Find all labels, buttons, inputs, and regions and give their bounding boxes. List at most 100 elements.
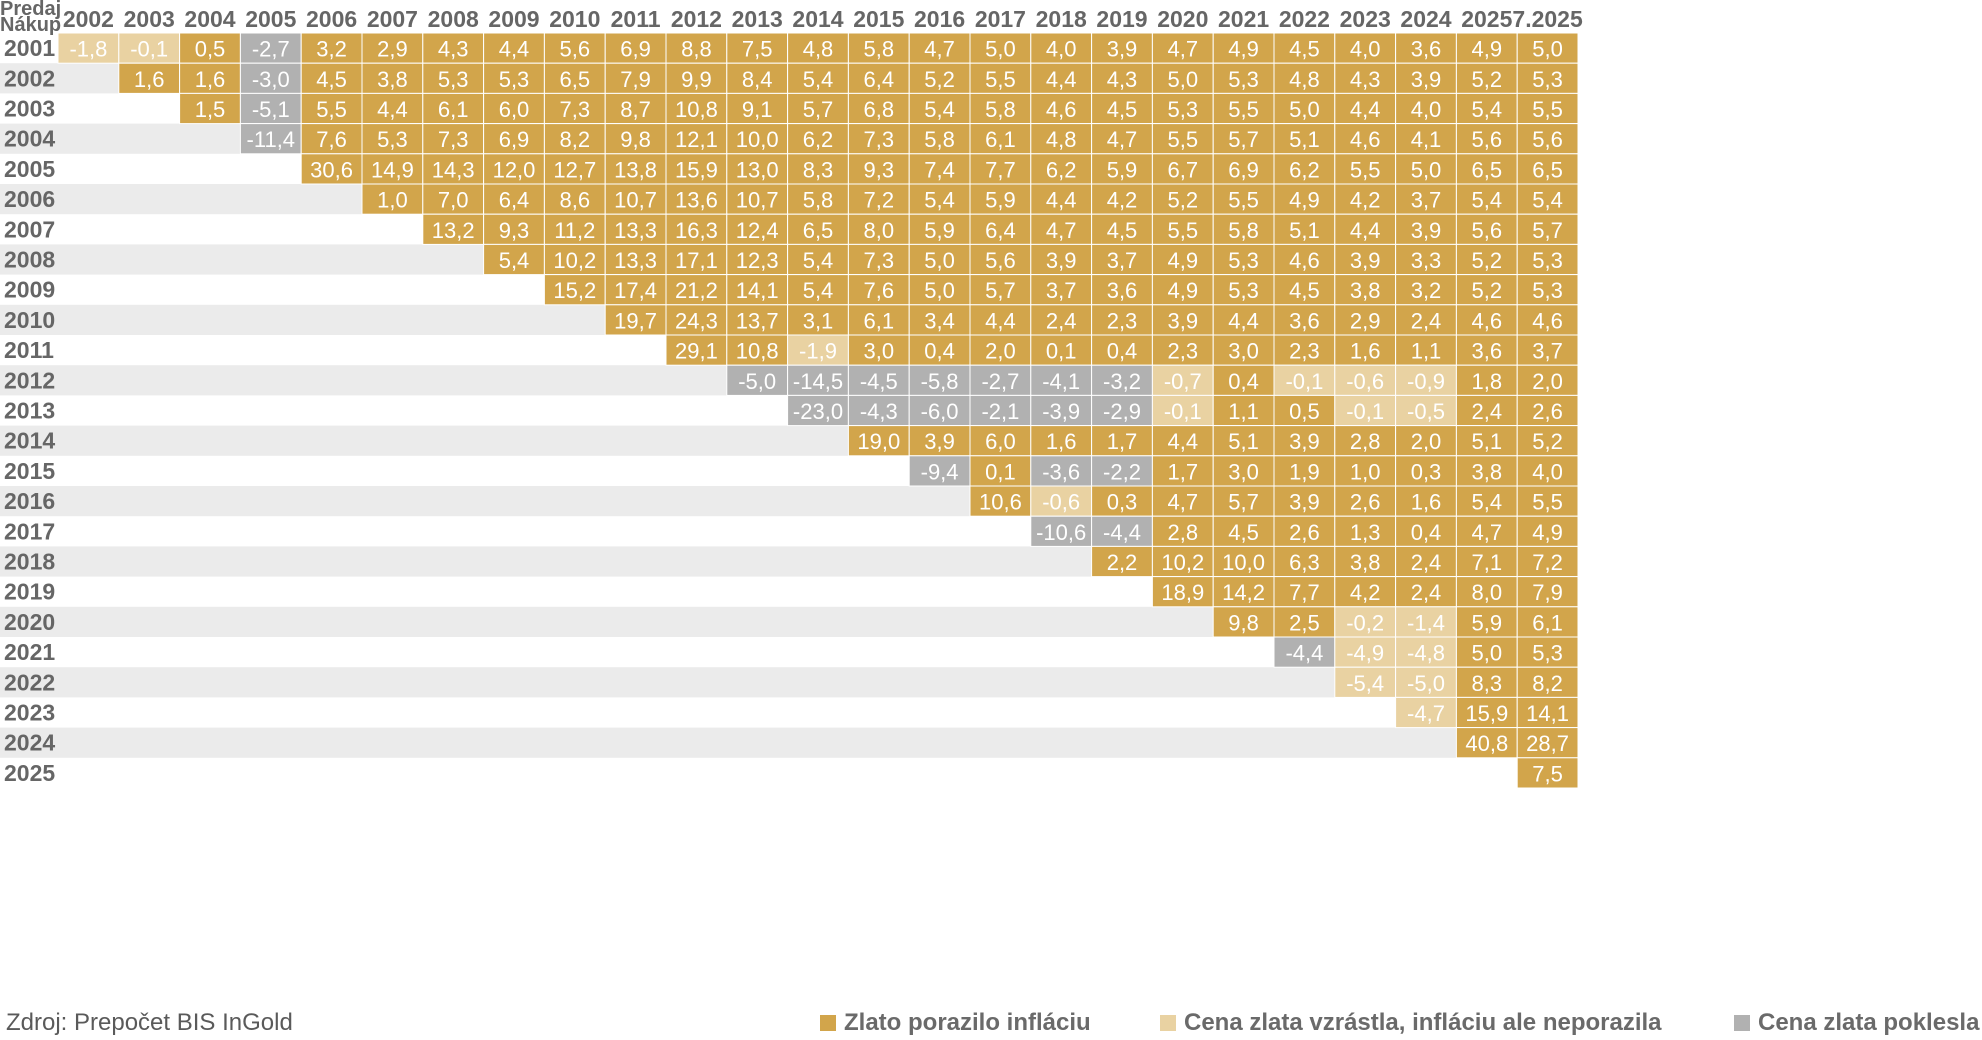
cell-value-label: -3,2 — [1103, 369, 1141, 394]
cell-value-label: 5,5 — [1168, 127, 1199, 152]
row-stripe — [0, 667, 1578, 698]
cell-value-label: 3,9 — [1289, 490, 1320, 515]
heatmap-cell — [543, 153, 606, 185]
cell-value-label: 10,8 — [675, 97, 718, 122]
cell-value-label: 5,2 — [1532, 429, 1563, 454]
heatmap-cell — [1030, 394, 1093, 427]
row-header: 2003 — [4, 96, 55, 122]
heatmap-cell — [239, 92, 302, 125]
heatmap-cell — [1516, 92, 1579, 125]
heatmap-cell — [1273, 606, 1336, 638]
row-header: 2023 — [4, 700, 55, 726]
heatmap-cell — [57, 32, 120, 64]
cell-value-label: 28,7 — [1526, 731, 1569, 756]
column-header: 2023 — [1340, 6, 1391, 32]
cell-value-label: 3,0 — [864, 339, 895, 364]
cell-value-label: 1,5 — [195, 97, 226, 122]
cell-value-label: 6,5 — [803, 218, 834, 243]
heatmap-cell — [604, 153, 667, 185]
cell-value-label: 4,9 — [1289, 188, 1320, 213]
cell-value-label: 4,6 — [1046, 97, 1077, 122]
heatmap-cell — [1395, 545, 1457, 578]
cell-value-label: -4,9 — [1346, 641, 1384, 666]
heatmap-cell — [1455, 183, 1518, 215]
cell-value-label: 13,6 — [675, 188, 718, 213]
cell-value-label: 4,4 — [1228, 308, 1259, 333]
column-header: 2020 — [1157, 6, 1208, 32]
cell-value-label: 5,1 — [1472, 429, 1503, 454]
heatmap-cell — [1030, 274, 1093, 306]
heatmap-cell — [1151, 274, 1214, 306]
heatmap-cell — [847, 304, 910, 336]
cell-value-label: 1,6 — [195, 67, 226, 92]
heatmap-cell — [1455, 243, 1518, 276]
cell-value-label: 2,4 — [1046, 308, 1077, 333]
cell-value-label: 6,1 — [864, 308, 895, 333]
column-header: 2025 — [1461, 6, 1512, 32]
cell-value-label: 13,3 — [614, 218, 657, 243]
heatmap-cell — [239, 32, 302, 64]
heatmap-cell — [543, 183, 606, 215]
cell-value-label: 4,8 — [803, 37, 834, 62]
heatmap-cell — [665, 334, 728, 366]
cell-value-label: -5,1 — [252, 97, 290, 122]
cell-value-label: -0,6 — [1346, 369, 1384, 394]
cell-value-label: 21,2 — [675, 278, 718, 303]
cell-value-label: 7,3 — [438, 127, 469, 152]
cell-value-label: 5,0 — [1168, 67, 1199, 92]
heatmap-cell — [1091, 62, 1153, 94]
cell-value-label: 4,4 — [1350, 97, 1381, 122]
cell-value-label: 10,2 — [553, 248, 596, 273]
heatmap-cell — [1091, 92, 1153, 125]
heatmap-cell — [1395, 274, 1457, 306]
cell-value-label: -10,6 — [1036, 520, 1086, 545]
cell-value-label: 2,0 — [985, 339, 1016, 364]
column-header: 2013 — [732, 6, 783, 32]
heatmap-cell — [1151, 425, 1214, 457]
cell-value-label: 12,3 — [736, 248, 779, 273]
heatmap-cell — [1273, 32, 1336, 64]
heatmap-cell — [787, 213, 849, 245]
cell-value-label: 3,8 — [1472, 459, 1503, 484]
cell-value-label: 4,4 — [377, 97, 408, 122]
cell-value-label: 5,5 — [316, 97, 347, 122]
heatmap-cell — [1334, 606, 1397, 638]
heatmap-cell — [1334, 455, 1397, 487]
cell-value-label: -0,1 — [1164, 399, 1202, 424]
cell-value-label: 7,6 — [864, 278, 895, 303]
heatmap-cell — [908, 425, 971, 457]
cell-value-label: 6,3 — [1289, 550, 1320, 575]
cell-value-label: -2,9 — [1103, 399, 1141, 424]
heatmap-cell — [1273, 394, 1336, 427]
heatmap-cell — [361, 92, 424, 125]
heatmap-cell — [1030, 364, 1093, 396]
cell-value-label: 5,4 — [924, 188, 955, 213]
cell-value-label: 5,3 — [1168, 97, 1199, 122]
heatmap-cell — [1151, 515, 1214, 547]
source-note: Zdroj: Prepočet BIS InGold — [6, 1009, 293, 1036]
cell-value-label: 5,3 — [1228, 248, 1259, 273]
heatmap-cell — [847, 153, 910, 185]
cell-value-label: -1,4 — [1407, 610, 1445, 635]
cell-value-label: 6,8 — [864, 97, 895, 122]
heatmap-cell — [1516, 183, 1579, 215]
cell-value-label: -14,5 — [793, 369, 843, 394]
legend-label-fell: Cena zlata poklesla — [1758, 1009, 1980, 1036]
cell-value-label: 5,0 — [1289, 97, 1320, 122]
heatmap-cell — [1212, 183, 1275, 215]
cell-value-label: 3,8 — [377, 67, 408, 92]
heatmap-cell — [1091, 153, 1153, 185]
heatmap-cell — [300, 153, 363, 185]
heatmap-cell — [1455, 213, 1518, 245]
cell-value-label: 4,9 — [1532, 520, 1563, 545]
row-header: 2022 — [4, 669, 55, 695]
heatmap-cell — [1151, 92, 1214, 125]
heatmap-cell — [1151, 394, 1214, 427]
cell-value-label: 6,2 — [1289, 157, 1320, 182]
cell-value-label: 1,0 — [377, 188, 408, 213]
heatmap-cell — [908, 394, 971, 427]
heatmap-cell — [1516, 32, 1579, 64]
cell-value-label: 2,9 — [1350, 308, 1381, 333]
cell-value-label: 17,4 — [614, 278, 657, 303]
